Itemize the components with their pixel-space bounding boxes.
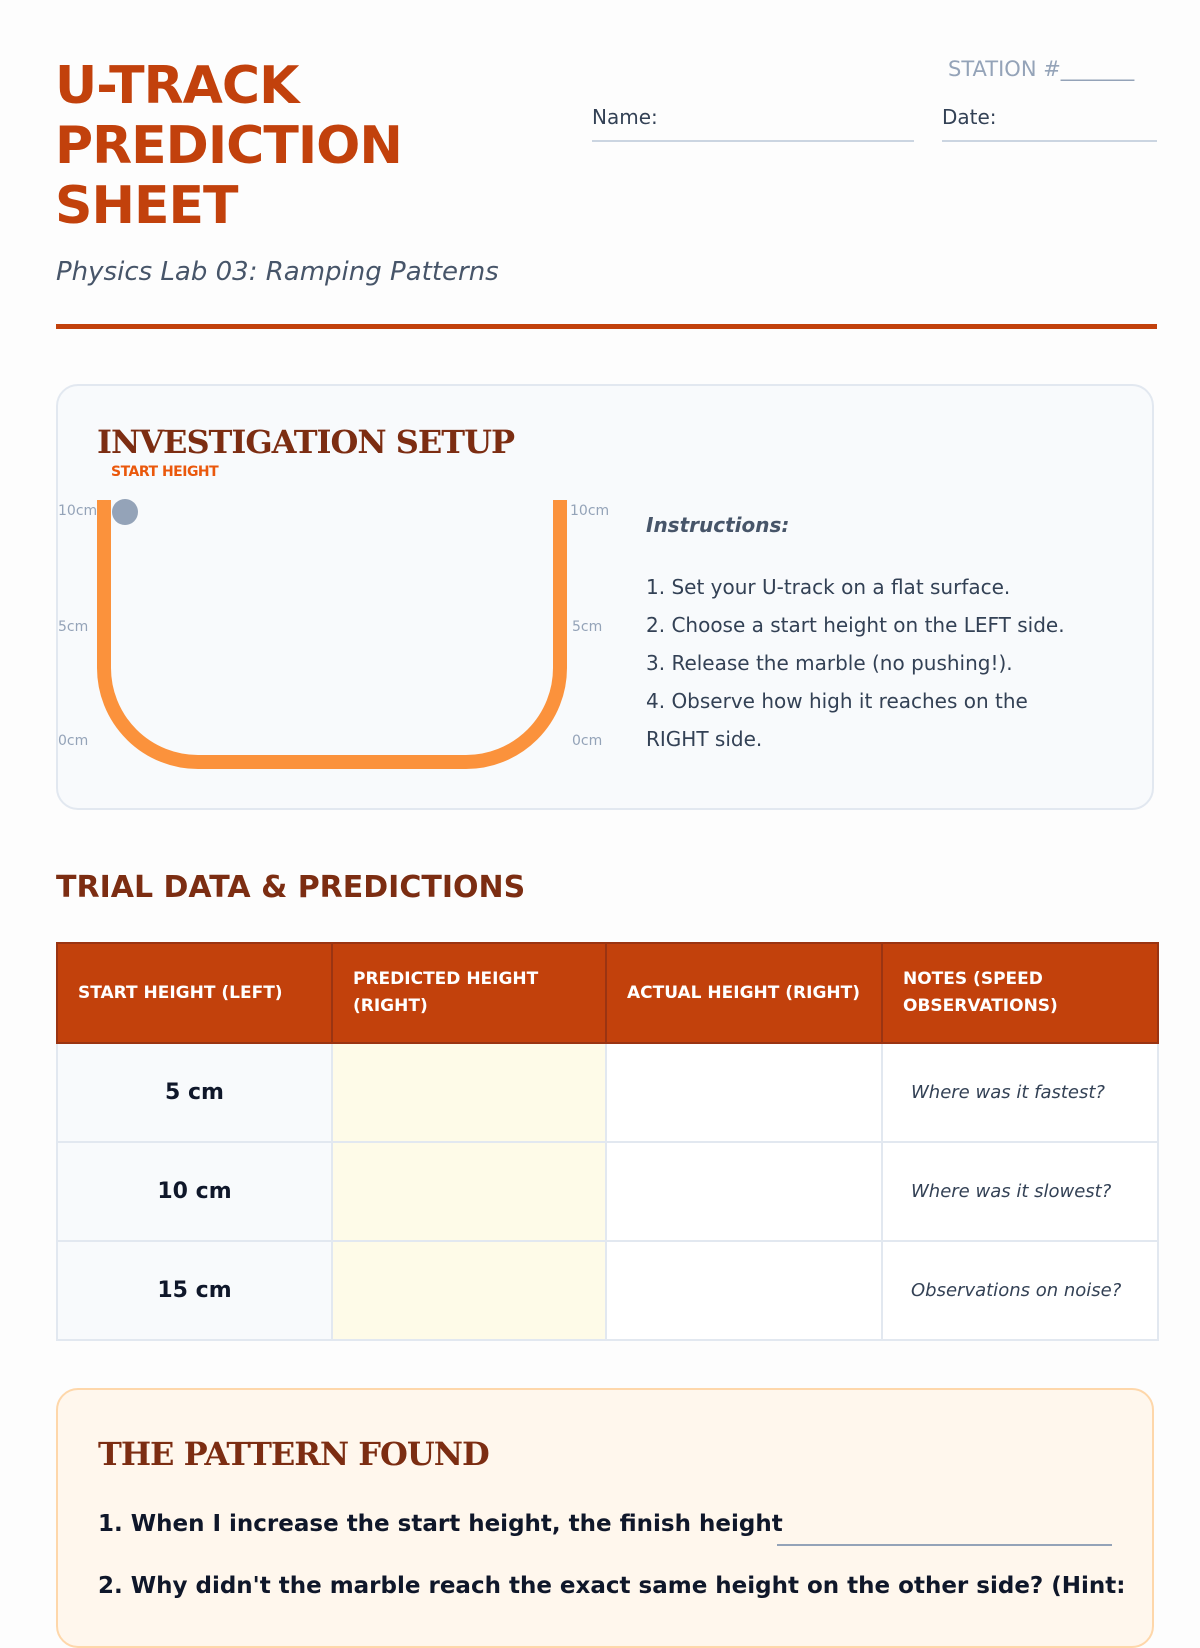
marble — [112, 499, 138, 525]
instruction-item: 3. Release the marble (no pushing!). — [646, 651, 1013, 675]
left-tick-5cm: 5cm — [58, 619, 89, 635]
left-tick-0cm: 0cm — [58, 733, 89, 749]
predicted-height-cell[interactable] — [331, 1240, 607, 1341]
column-header: NOTES (SPEED OBSERVATIONS) — [881, 942, 1159, 1044]
notes-cell[interactable]: Where was it slowest? — [881, 1141, 1159, 1242]
column-header: ACTUAL HEIGHT (RIGHT) — [605, 942, 883, 1044]
table-header-row: START HEIGHT (LEFT) PREDICTED HEIGHT (RI… — [56, 942, 1159, 1044]
date-field[interactable]: Date: — [942, 104, 1157, 142]
right-tick-10cm: 10cm — [570, 503, 610, 519]
table-row: 5 cm Where was it fastest? — [56, 1042, 1159, 1143]
subtitle: Physics Lab 03: Ramping Patterns — [56, 257, 499, 287]
setup-heading: INVESTIGATION SETUP — [97, 423, 515, 461]
title-line: PREDICTION — [55, 116, 403, 176]
trial-data-heading: TRIAL DATA & PREDICTIONS — [56, 870, 526, 905]
title-line: U-TRACK — [55, 56, 299, 116]
instruction-item: 4. Observe how high it reaches on the — [646, 689, 1028, 713]
table-row: 15 cm Observations on noise? — [56, 1240, 1159, 1341]
predicted-height-cell[interactable] — [331, 1141, 607, 1242]
right-tick-0cm: 0cm — [572, 733, 603, 749]
predicted-height-cell[interactable] — [331, 1042, 607, 1143]
instructions-heading: Instructions: — [646, 513, 790, 537]
instruction-item: 2. Choose a start height on the LEFT sid… — [646, 613, 1065, 637]
name-label: Name: — [592, 105, 658, 129]
answer-line-1[interactable] — [777, 1544, 1112, 1546]
table-row: 10 cm Where was it slowest? — [56, 1141, 1159, 1242]
start-height-cell: 5 cm — [56, 1042, 333, 1143]
actual-height-cell[interactable] — [605, 1141, 883, 1242]
start-height-cell: 10 cm — [56, 1141, 333, 1242]
u-track — [97, 500, 567, 769]
actual-height-cell[interactable] — [605, 1042, 883, 1143]
start-height-cell: 15 cm — [56, 1240, 333, 1341]
start-height-label: START HEIGHT — [111, 464, 219, 480]
instruction-item: RIGHT side. — [646, 727, 763, 751]
right-tick-5cm: 5cm — [572, 619, 603, 635]
title-line: SHEET — [55, 176, 238, 236]
investigation-setup-panel — [56, 384, 1154, 810]
name-field[interactable]: Name: — [592, 104, 914, 142]
notes-cell[interactable]: Observations on noise? — [881, 1240, 1159, 1341]
actual-height-cell[interactable] — [605, 1240, 883, 1341]
question-1: 1. When I increase the start height, the… — [98, 1511, 783, 1537]
column-header: START HEIGHT (LEFT) — [56, 942, 333, 1044]
date-label: Date: — [942, 105, 997, 129]
question-2: 2. Why didn't the marble reach the exact… — [98, 1573, 1126, 1599]
pattern-heading: THE PATTERN FOUND — [98, 1435, 490, 1473]
instruction-item: 1. Set your U-track on a flat surface. — [646, 575, 1011, 599]
station-number-field[interactable]: STATION #_______ — [948, 57, 1135, 81]
u-track-diagram — [97, 499, 567, 769]
page-title: U-TRACK PREDICTION SHEET — [55, 56, 403, 236]
trial-data-table: START HEIGHT (LEFT) PREDICTED HEIGHT (RI… — [56, 942, 1159, 1341]
column-header: PREDICTED HEIGHT (RIGHT) — [331, 942, 607, 1044]
left-tick-10cm: 10cm — [58, 503, 98, 519]
notes-cell[interactable]: Where was it fastest? — [881, 1042, 1159, 1143]
header-divider — [56, 324, 1157, 329]
